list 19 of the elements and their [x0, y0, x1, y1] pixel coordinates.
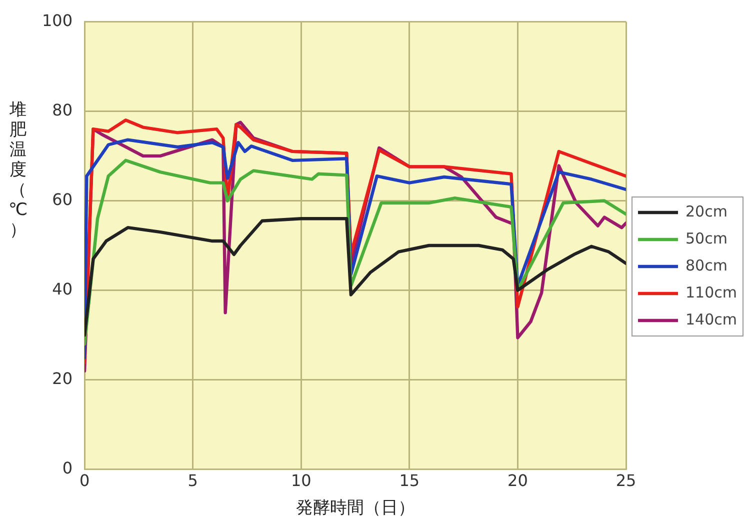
legend-label: 110cm: [686, 283, 738, 302]
x-tick-label: 20: [508, 471, 528, 490]
y-tick-label: 80: [52, 100, 73, 120]
y-tick-label: 40: [52, 279, 73, 298]
legend-label: 50cm: [686, 229, 728, 248]
x-tick-label: 15: [399, 471, 420, 490]
y-tick-label: 0: [62, 458, 73, 478]
x-tick-label: 25: [616, 471, 636, 490]
x-tick-label: 10: [290, 471, 312, 490]
y-tick-label: 60: [52, 190, 73, 209]
x-axis-title: 発酵時間（日）: [296, 498, 415, 518]
x-tick-label: 5: [188, 471, 198, 490]
y-tick-label: 20: [52, 368, 73, 388]
legend-label: 80cm: [686, 256, 728, 274]
y-tick-label: 100: [42, 10, 73, 30]
x-tick-label: 0: [79, 471, 90, 490]
y-axis-title: 堆肥温度（℃）: [8, 100, 28, 240]
legend-label: 20cm: [686, 202, 728, 220]
legend-label: 140cm: [686, 310, 738, 328]
